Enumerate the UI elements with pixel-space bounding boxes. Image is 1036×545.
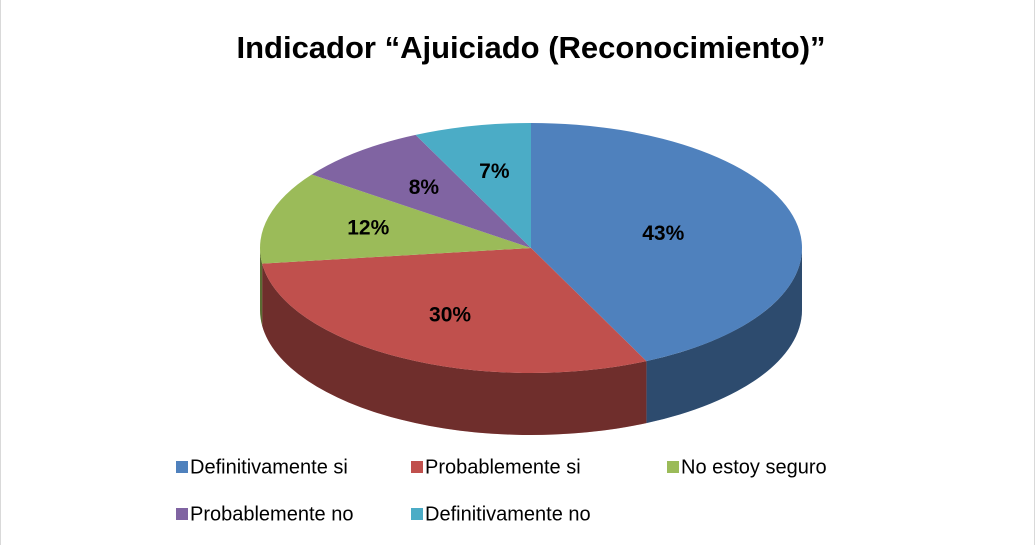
- legend-label: Definitivamente si: [190, 456, 348, 478]
- slice-side: [262, 263, 647, 436]
- value-label: 43%: [642, 222, 684, 245]
- slice-side-shade: [646, 248, 802, 424]
- legend-swatch: [411, 461, 423, 473]
- slice-side: [260, 248, 263, 326]
- slice-side-shade: [262, 263, 647, 436]
- legend-label: Probablemente no: [190, 503, 353, 525]
- legend-label: Probablemente si: [425, 456, 581, 478]
- value-label: 30%: [429, 303, 471, 326]
- legend-swatch: [411, 508, 423, 520]
- value-label: 12%: [347, 216, 389, 239]
- legend-label: No estoy seguro: [681, 456, 827, 478]
- slice-side: [646, 248, 802, 424]
- slice: [531, 123, 803, 362]
- value-label: 8%: [409, 176, 440, 199]
- slice: [415, 123, 531, 248]
- legend-label: Definitivamente no: [425, 503, 591, 525]
- slice: [311, 134, 531, 248]
- chart-title: Indicador “Ajuiciado (Reconocimiento)”: [236, 30, 825, 65]
- slice: [259, 174, 531, 264]
- legend-swatch: [667, 461, 679, 473]
- value-label: 7%: [479, 160, 510, 183]
- slice-side-shade: [260, 248, 263, 326]
- legend-swatch: [176, 508, 188, 520]
- legend-swatch: [176, 461, 188, 473]
- slice: [262, 248, 647, 373]
